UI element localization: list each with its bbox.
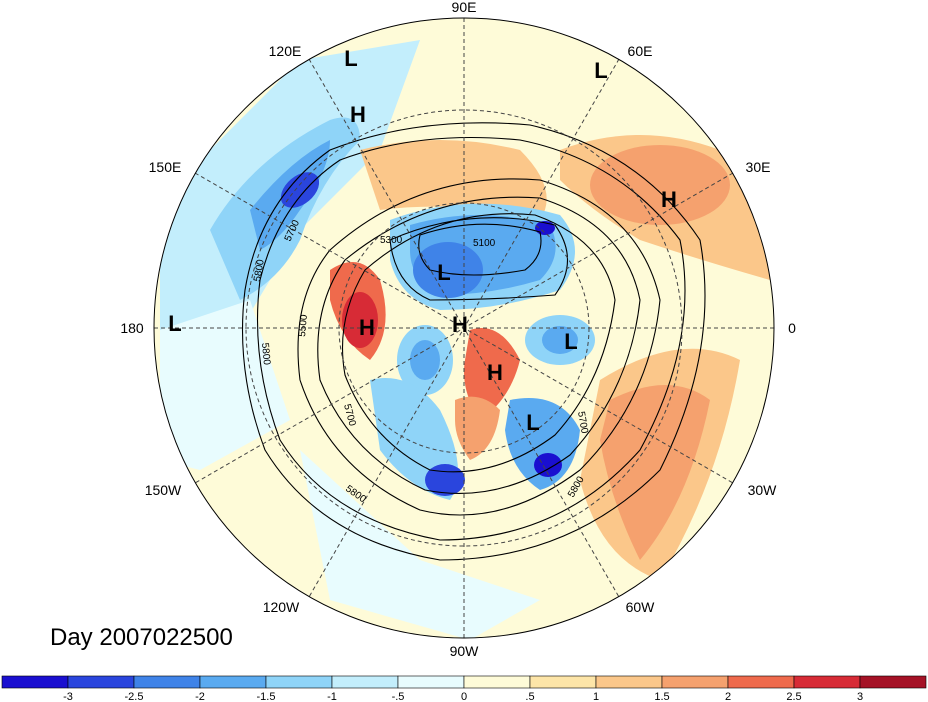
colorbar: -3 -2.5 -2 -1.5 -1 -.5 0 .5 1 1.5 2 2.5 3 <box>1 675 927 702</box>
lon-label: 30W <box>748 482 778 498</box>
colorbar-swatch <box>793 675 861 689</box>
high-pressure-marker: H <box>661 187 677 212</box>
colorbar-label: -1.5 <box>257 691 276 702</box>
pressure-centers: L H L H L L H H L H L L L <box>168 46 677 435</box>
lon-label: 90E <box>452 0 477 15</box>
low-pressure-marker: L <box>344 46 357 71</box>
colorbar-swatch <box>529 675 597 689</box>
anomaly-field <box>154 18 774 638</box>
height-contours <box>241 122 706 561</box>
colorbar-label: 3 <box>857 691 863 702</box>
low-pressure-marker: L <box>168 311 181 336</box>
longitude-labels: 90E 120E 60E 150E 30E 180 0 150W 30W 120… <box>120 0 796 659</box>
colorbar-label: 1 <box>593 691 599 702</box>
colorbar-swatch <box>463 675 531 689</box>
colorbar-label: -1 <box>327 691 337 702</box>
day-title: Day 2007022500 <box>50 624 233 651</box>
colorbar-label: -3 <box>63 691 73 702</box>
colorbar-swatch <box>859 675 927 689</box>
colorbar-swatch <box>265 675 333 689</box>
colorbar-swatch <box>133 675 201 689</box>
colorbar-swatch <box>331 675 399 689</box>
lon-label: 120W <box>263 599 300 615</box>
low-pressure-marker: L <box>437 260 450 285</box>
colorbar-swatch <box>727 675 795 689</box>
graticule <box>154 18 774 638</box>
colorbar-swatch <box>595 675 663 689</box>
colorbar-label: 0 <box>461 691 467 702</box>
lon-label: 120E <box>269 43 302 59</box>
colorbar-label: 2.5 <box>786 691 801 702</box>
colorbar-label: 1.5 <box>654 691 669 702</box>
colorbar-label: 2 <box>725 691 731 702</box>
contour-labels: 5300 5100 5700 5800 5500 5800 5700 5700 … <box>252 218 590 505</box>
high-pressure-marker: H <box>452 312 468 337</box>
high-pressure-marker: H <box>350 102 366 127</box>
contour-label: 5300 <box>380 235 403 246</box>
low-pressure-marker: L <box>594 58 607 83</box>
lon-label: 0 <box>788 320 796 336</box>
lon-label: 60W <box>626 599 656 615</box>
lon-label: 30E <box>746 159 771 175</box>
lon-label: 150E <box>149 159 182 175</box>
low-pressure-marker: L <box>564 329 577 354</box>
high-pressure-marker: H <box>359 315 375 340</box>
map-boundary <box>153 17 775 639</box>
colorbar-swatch <box>397 675 465 689</box>
colorbar-swatch <box>661 675 729 689</box>
contour-label: 5500 <box>297 314 310 338</box>
low-pressure-marker: L <box>526 410 539 435</box>
colorbar-swatch <box>1 675 69 689</box>
lon-label: 180 <box>120 320 144 336</box>
contour-label: 5800 <box>259 342 272 366</box>
colorbar-swatch <box>199 675 267 689</box>
lon-label: 60E <box>628 43 653 59</box>
contour-label: 5100 <box>473 238 496 249</box>
lon-label: 150W <box>145 482 182 498</box>
colorbar-label: -2.5 <box>125 691 144 702</box>
colorbar-label: -2 <box>195 691 205 702</box>
lon-label: 90W <box>450 643 480 659</box>
high-pressure-marker: H <box>487 360 503 385</box>
colorbar-label: .5 <box>525 691 534 702</box>
colorbar-label: -.5 <box>392 691 405 702</box>
contour-label: 5700 <box>575 411 590 435</box>
colorbar-swatch <box>67 675 135 689</box>
contour-label: 5800 <box>252 258 267 282</box>
